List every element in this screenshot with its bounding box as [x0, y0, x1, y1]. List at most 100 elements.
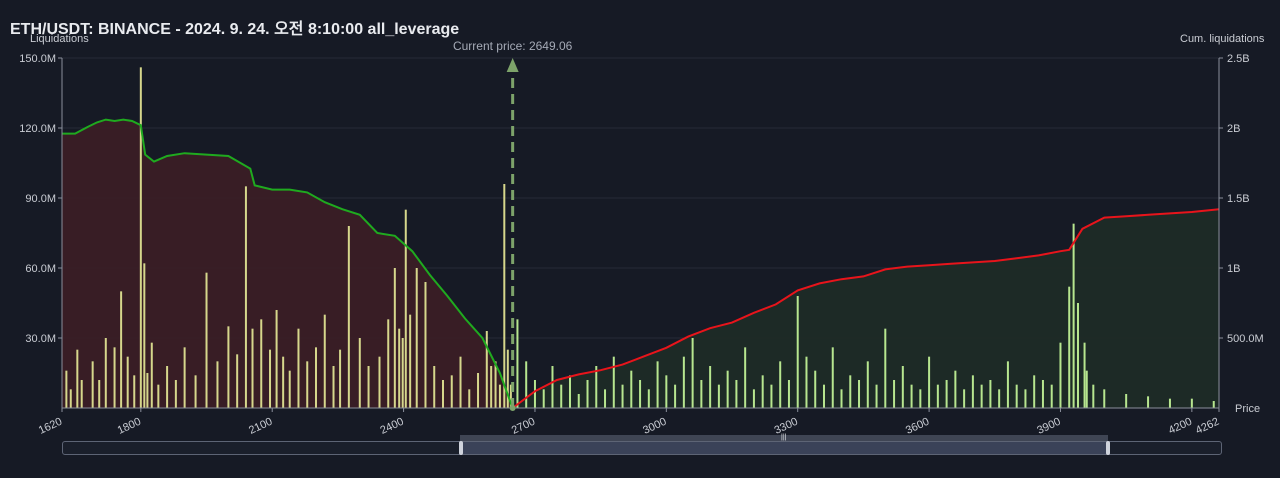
- long-liq-bar: [339, 349, 342, 408]
- short-liq-bar: [1041, 380, 1044, 408]
- short-liq-bar: [910, 384, 913, 408]
- x-tick-label: 1620: [37, 416, 64, 437]
- short-liq-bar: [533, 380, 536, 408]
- long-liq-bar: [251, 328, 254, 408]
- long-liq-bar: [157, 384, 160, 408]
- y2-tick-label: 2B: [1227, 123, 1240, 135]
- short-liq-bar: [1024, 389, 1027, 408]
- long-liq-bar: [150, 342, 153, 408]
- short-liq-bar: [577, 394, 580, 408]
- short-liq-bar: [560, 384, 563, 408]
- short-liq-bar: [525, 361, 528, 408]
- short-liq-bar: [822, 384, 825, 408]
- y-tick-label: 60.0M: [25, 263, 56, 275]
- current-price-marker: Current price: 2649.06: [453, 39, 573, 411]
- short-liq-bar: [612, 356, 615, 408]
- short-liq-bar: [998, 389, 1001, 408]
- short-liq-bar: [770, 384, 773, 408]
- axes: 30.0M 60.0M 90.0M 120.0M 150.0M 500.0M 1B 1.5B 2…: [19, 53, 1263, 437]
- short-liq-bar: [963, 389, 966, 408]
- short-liq-bar: [542, 389, 545, 408]
- short-liq-bar: [884, 328, 887, 408]
- range-window[interactable]: [460, 442, 1108, 454]
- short-liq-bar: [595, 366, 598, 408]
- short-liq-bar: [796, 296, 799, 408]
- short-liq-bar: [787, 380, 790, 408]
- short-liq-bar: [980, 384, 983, 408]
- short-liq-bar: [1092, 384, 1095, 408]
- short-liq-bar: [656, 361, 659, 408]
- chart-title: ETH/USDT: BINANCE - 2024. 9. 24. 오전 8:10…: [10, 21, 460, 38]
- short-liq-bar: [1059, 342, 1062, 408]
- short-liq-bar: [1125, 394, 1128, 408]
- range-selector-bar[interactable]: [460, 435, 1108, 441]
- short-liq-bar: [1190, 398, 1193, 408]
- long-liq-bar: [166, 366, 169, 408]
- short-liq-bar: [1212, 401, 1215, 408]
- long-liq-bar: [76, 349, 79, 408]
- short-cum-area: [512, 209, 1219, 408]
- short-liq-bar: [1015, 384, 1018, 408]
- long-liq-bar: [244, 186, 247, 408]
- long-liq-bar: [358, 338, 361, 408]
- long-liq-bar: [282, 356, 285, 408]
- x-tick-label: 2100: [247, 416, 274, 437]
- long-liq-bar: [393, 268, 396, 408]
- long-liq-bar: [288, 370, 291, 408]
- bars: [65, 67, 1215, 408]
- long-liq-bar: [477, 373, 480, 408]
- x-tick-label: 2400: [378, 416, 405, 437]
- short-liq-bar: [1033, 375, 1036, 408]
- long-cum-area: [62, 119, 513, 408]
- x-tick-label: 4200: [1167, 416, 1194, 437]
- short-liq-bar: [1050, 384, 1053, 408]
- x-tick-label: 3300: [773, 416, 800, 437]
- short-liq-bar: [726, 370, 729, 408]
- long-liq-bar: [143, 263, 146, 408]
- long-liq-bar: [459, 356, 462, 408]
- long-liq-bar: [485, 331, 488, 408]
- long-liq-bar: [468, 389, 471, 408]
- long-liq-bar: [306, 361, 309, 408]
- short-liq-bar: [1006, 361, 1009, 408]
- x-axis-label: Price: [1235, 403, 1261, 415]
- range-grip-icon[interactable]: |||: [781, 434, 787, 441]
- x-tick-label: 3900: [1035, 416, 1062, 437]
- long-liq-bar: [205, 272, 208, 408]
- range-right-handle[interactable]: [1106, 441, 1110, 455]
- short-liq-bar: [700, 380, 703, 408]
- short-liq-bar: [709, 366, 712, 408]
- long-liq-bar: [409, 314, 412, 408]
- short-liq-bar: [691, 338, 694, 408]
- long-liq-bar: [194, 375, 197, 408]
- long-liq-bar: [183, 347, 186, 408]
- short-liq-bar: [945, 380, 948, 408]
- long-liq-bar: [275, 310, 278, 408]
- long-liq-bar: [424, 282, 427, 408]
- short-liq-bar: [516, 319, 519, 408]
- range-left-handle[interactable]: [459, 441, 463, 455]
- short-liq-bar: [551, 366, 554, 408]
- long-liq-bar: [347, 226, 350, 408]
- y2-tick-label: 500.0M: [1227, 333, 1264, 345]
- long-liq-bar: [174, 380, 177, 408]
- short-liq-bar: [989, 380, 992, 408]
- short-liq-bar: [840, 389, 843, 408]
- short-liq-bar: [735, 380, 738, 408]
- short-liq-bar: [928, 356, 931, 408]
- short-liq-bar: [1072, 223, 1075, 408]
- long-liq-bar: [509, 384, 512, 408]
- long-liq-bar: [367, 366, 370, 408]
- short-liq-bar: [1076, 303, 1079, 408]
- long-liq-bar: [65, 370, 68, 408]
- short-liq-bar: [1083, 342, 1086, 408]
- long-liq-bar: [113, 347, 116, 408]
- y-tick-label: 150.0M: [19, 53, 56, 65]
- short-liq-bar: [814, 370, 817, 408]
- long-liq-bar: [378, 356, 381, 408]
- y-tick-label: 120.0M: [19, 123, 56, 135]
- long-liq-bar: [104, 338, 107, 408]
- long-liq-bar: [297, 328, 300, 408]
- y2-tick-label: 1.5B: [1227, 193, 1250, 205]
- long-liq-bar: [91, 361, 94, 408]
